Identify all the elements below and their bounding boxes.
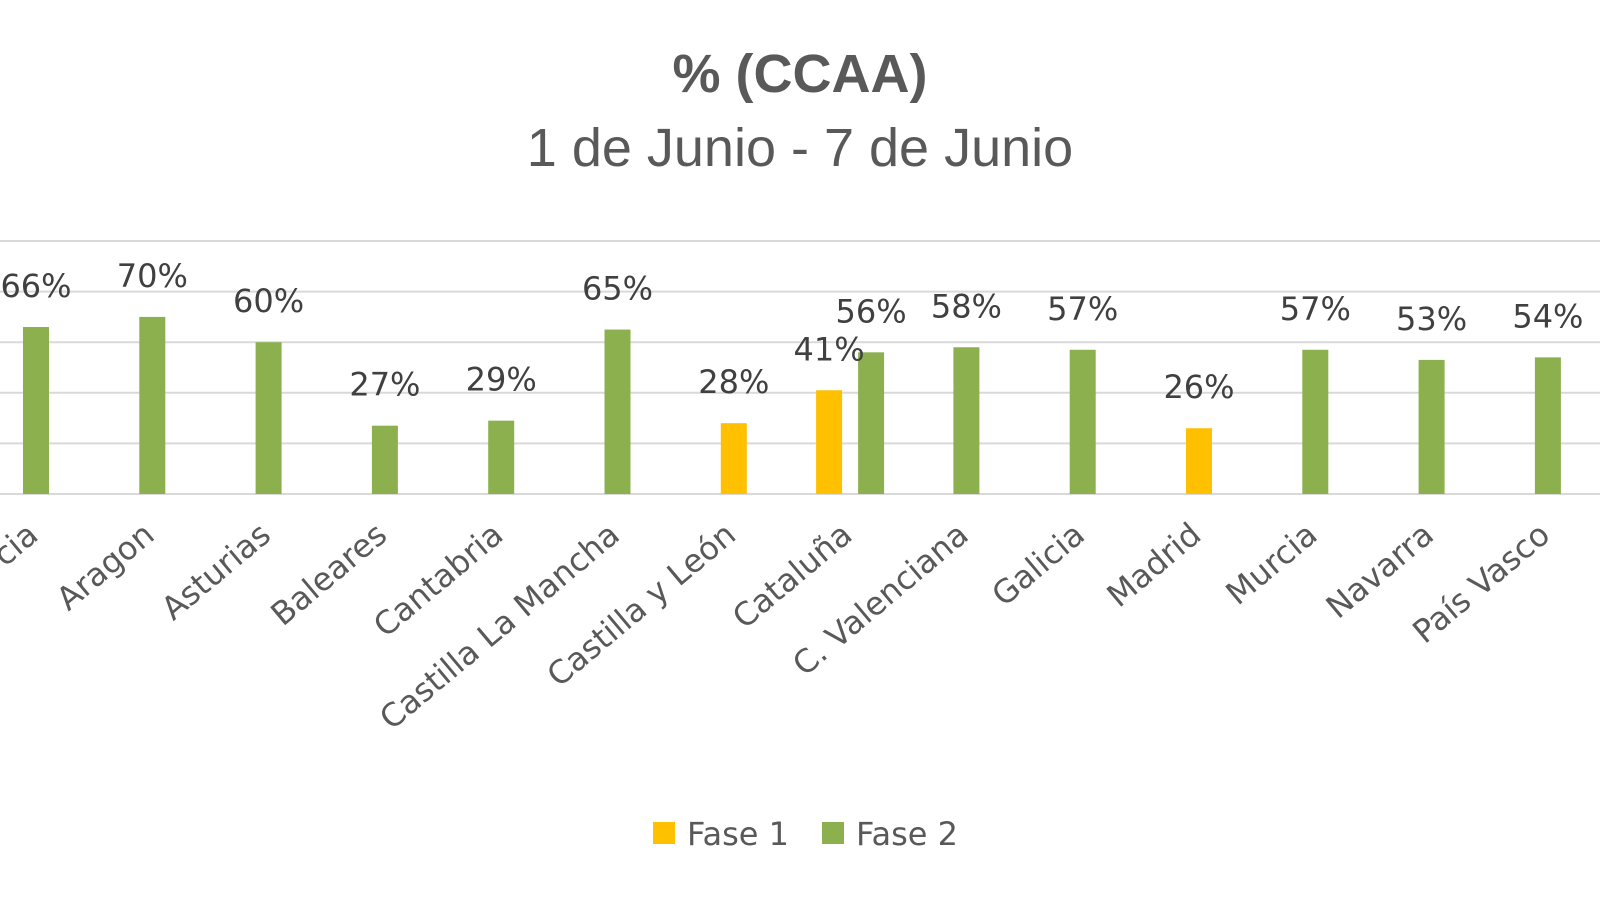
bar-fase-2 [371, 425, 398, 494]
data-label: 66% [0, 267, 71, 305]
bar-fase-2 [139, 316, 166, 494]
bar-fase-2 [858, 352, 885, 494]
bar-fase-1 [816, 390, 843, 494]
data-label: 65% [582, 270, 653, 308]
data-label: 54% [1512, 297, 1583, 335]
bar-fase-2 [604, 329, 631, 494]
legend-label-fase-2: Fase 2 [856, 815, 958, 853]
bar-fase-2 [488, 420, 515, 494]
chart-subtitle: 1 de Junio - 7 de Junio [527, 118, 1073, 178]
legend-swatch-fase-1 [653, 822, 675, 844]
bar-fase-2 [1302, 349, 1329, 494]
bar-fase-2 [23, 327, 49, 494]
legend: Fase 1 Fase 2 [653, 815, 958, 853]
category-label: Murcia [1218, 515, 1324, 613]
bar-fase-2 [1069, 349, 1096, 494]
data-label: 41% [794, 330, 865, 368]
chart-title: % (CCAA) [673, 44, 928, 104]
legend-label-fase-1: Fase 1 [687, 815, 789, 853]
data-label: 58% [931, 287, 1002, 325]
data-label: 53% [1396, 300, 1467, 338]
bar-fase-2 [953, 347, 980, 494]
category-label: cia [0, 515, 45, 574]
data-label: 60% [233, 282, 304, 320]
legend-swatch-fase-2 [822, 822, 844, 844]
category-label: Galicia [984, 515, 1091, 614]
category-label: Aragon [49, 515, 161, 618]
data-label: 27% [349, 366, 420, 404]
bar-fase-1 [1186, 428, 1212, 494]
bar-fase-2 [255, 342, 282, 494]
data-label: 26% [1163, 368, 1234, 406]
category-label: Asturias [154, 515, 278, 627]
category-labels-group: cia AragonAsturiasBalearesCantabriaCastil… [0, 515, 1557, 737]
data-label: 57% [1047, 290, 1118, 328]
data-labels-group: 66% 70% 60% 27% 29% 65% 28% 41%56% 58% 57% 26% 57% 5… [0, 257, 1583, 406]
bar-fase-1 [720, 423, 747, 494]
data-label: 28% [698, 363, 769, 401]
data-label: 70% [117, 257, 188, 295]
bars-group [23, 316, 1561, 494]
data-label: 29% [466, 361, 537, 399]
data-label: 56% [836, 292, 907, 330]
category-label: Madrid [1100, 515, 1209, 615]
bar-fase-2 [1534, 357, 1561, 494]
bar-fase-2 [1418, 359, 1445, 494]
data-label: 57% [1280, 290, 1351, 328]
